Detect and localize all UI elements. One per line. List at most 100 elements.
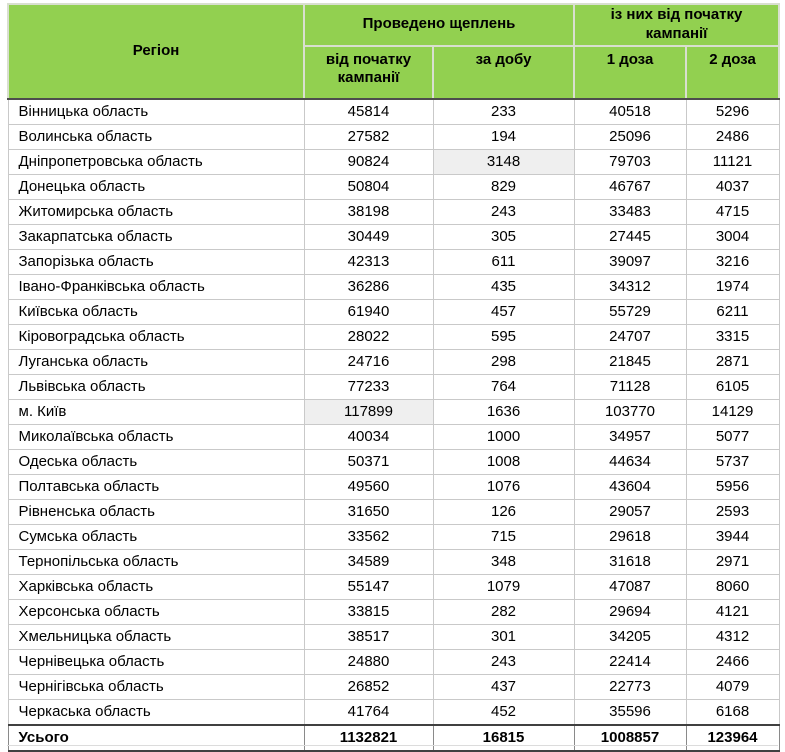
since-start-cell: 50371 [303, 448, 434, 475]
vaccination-table: Регіон Проведено щеплень із них від поча… [7, 3, 780, 752]
per-day-cell: 233 [432, 98, 575, 125]
since-start-cell: 31650 [303, 498, 434, 525]
region-name-cell: Запорізька область [7, 248, 305, 275]
region-name-cell: м. Київ [7, 398, 305, 425]
dose1-cell: 40518 [573, 98, 687, 125]
table-footer: Усього 1132821 16815 1008857 123964 [7, 723, 780, 752]
dose2-cell: 4121 [685, 598, 780, 625]
total-per-day-cell: 16815 [432, 723, 575, 752]
dose2-cell: 2593 [685, 498, 780, 525]
dose1-cell: 25096 [573, 123, 687, 150]
table-row: Полтавська область 49560 1076 43604 5956 [7, 473, 780, 500]
since-start-cell: 117899 [303, 398, 434, 425]
per-day-cell: 1000 [432, 423, 575, 450]
dose1-cell: 35596 [573, 698, 687, 725]
table-row: Київська область 61940 457 55729 6211 [7, 298, 780, 325]
dose1-cell: 103770 [573, 398, 687, 425]
per-day-cell: 1008 [432, 448, 575, 475]
region-name-cell: Полтавська область [7, 473, 305, 500]
dose1-cell: 34957 [573, 423, 687, 450]
table-row: Львівська область 77233 764 71128 6105 [7, 373, 780, 400]
region-name-cell: Донецька область [7, 173, 305, 200]
table-row: Вінницька область 45814 233 40518 5296 [7, 98, 780, 125]
dose2-cell: 3216 [685, 248, 780, 275]
dose1-cell: 24707 [573, 323, 687, 350]
since-start-cell: 40034 [303, 423, 434, 450]
since-start-cell: 49560 [303, 473, 434, 500]
per-day-cell: 715 [432, 523, 575, 550]
region-name-cell: Дніпропетровська область [7, 148, 305, 175]
dose2-cell: 14129 [685, 398, 780, 425]
column-header-dose2: 2 доза [685, 44, 780, 100]
since-start-cell: 50804 [303, 173, 434, 200]
since-start-cell: 55147 [303, 573, 434, 600]
region-name-cell: Кіровоградська область [7, 323, 305, 350]
dose1-cell: 27445 [573, 223, 687, 250]
dose2-cell: 2871 [685, 348, 780, 375]
column-header-region: Регіон [7, 3, 305, 100]
dose1-cell: 55729 [573, 298, 687, 325]
since-start-cell: 77233 [303, 373, 434, 400]
dose2-cell: 4079 [685, 673, 780, 700]
dose2-cell: 6211 [685, 298, 780, 325]
dose2-cell: 3315 [685, 323, 780, 350]
region-name-cell: Хмельницька область [7, 623, 305, 650]
total-dose1-cell: 1008857 [573, 723, 687, 752]
column-header-since-start: від початку кампанії [303, 44, 434, 100]
per-day-cell: 243 [432, 198, 575, 225]
region-name-cell: Чернівецька область [7, 648, 305, 675]
table-row: Хмельницька область 38517 301 34205 4312 [7, 623, 780, 650]
per-day-cell: 298 [432, 348, 575, 375]
dose2-cell: 5296 [685, 98, 780, 125]
since-start-cell: 28022 [303, 323, 434, 350]
dose1-cell: 22414 [573, 648, 687, 675]
dose2-cell: 5077 [685, 423, 780, 450]
dose2-cell: 3004 [685, 223, 780, 250]
dose2-cell: 2971 [685, 548, 780, 575]
table-row: Донецька область 50804 829 46767 4037 [7, 173, 780, 200]
per-day-cell: 764 [432, 373, 575, 400]
table-row: Житомирська область 38198 243 33483 4715 [7, 198, 780, 225]
since-start-cell: 90824 [303, 148, 434, 175]
table-outer-bottom-edge [7, 745, 778, 746]
table-row: Черкаська область 41764 452 35596 6168 [7, 698, 780, 725]
region-name-cell: Київська область [7, 298, 305, 325]
table-row: Волинська область 27582 194 25096 2486 [7, 123, 780, 150]
dose1-cell: 29618 [573, 523, 687, 550]
table-row: Тернопільська область 34589 348 31618 2971 [7, 548, 780, 575]
per-day-cell: 595 [432, 323, 575, 350]
table-header: Регіон Проведено щеплень із них від поча… [7, 3, 780, 100]
column-group-vaccinations-performed: Проведено щеплень [303, 3, 575, 47]
region-name-cell: Одеська область [7, 448, 305, 475]
table-row: Одеська область 50371 1008 44634 5737 [7, 448, 780, 475]
dose2-cell: 4037 [685, 173, 780, 200]
table-row: Запорізька область 42313 611 39097 3216 [7, 248, 780, 275]
per-day-cell: 194 [432, 123, 575, 150]
region-name-cell: Миколаївська область [7, 423, 305, 450]
table-row: Луганська область 24716 298 21845 2871 [7, 348, 780, 375]
since-start-cell: 38517 [303, 623, 434, 650]
region-name-cell: Рівненська область [7, 498, 305, 525]
since-start-cell: 34589 [303, 548, 434, 575]
header-group-row: Регіон Проведено щеплень із них від поча… [7, 3, 780, 100]
table-row: Херсонська область 33815 282 29694 4121 [7, 598, 780, 625]
since-start-cell: 24716 [303, 348, 434, 375]
table-row: Івано-Франківська область 36286 435 34312 19… [7, 273, 780, 300]
table-row: Чернігівська область 26852 437 22773 4079 [7, 673, 780, 700]
per-day-cell: 1076 [432, 473, 575, 500]
dose1-cell: 33483 [573, 198, 687, 225]
table-row: Харківська область 55147 1079 47087 8060 [7, 573, 780, 600]
since-start-cell: 45814 [303, 98, 434, 125]
region-name-cell: Житомирська область [7, 198, 305, 225]
dose2-cell: 2466 [685, 648, 780, 675]
dose1-cell: 29057 [573, 498, 687, 525]
table-body: Вінницька область 45814 233 40518 5296 Волинс… [7, 98, 780, 725]
region-name-cell: Черкаська область [7, 698, 305, 725]
dose2-cell: 11121 [685, 148, 780, 175]
column-header-dose1: 1 доза [573, 44, 687, 100]
dose2-cell: 6105 [685, 373, 780, 400]
dose1-cell: 44634 [573, 448, 687, 475]
total-row: Усього 1132821 16815 1008857 123964 [7, 723, 780, 752]
dose2-cell: 2486 [685, 123, 780, 150]
per-day-cell: 301 [432, 623, 575, 650]
